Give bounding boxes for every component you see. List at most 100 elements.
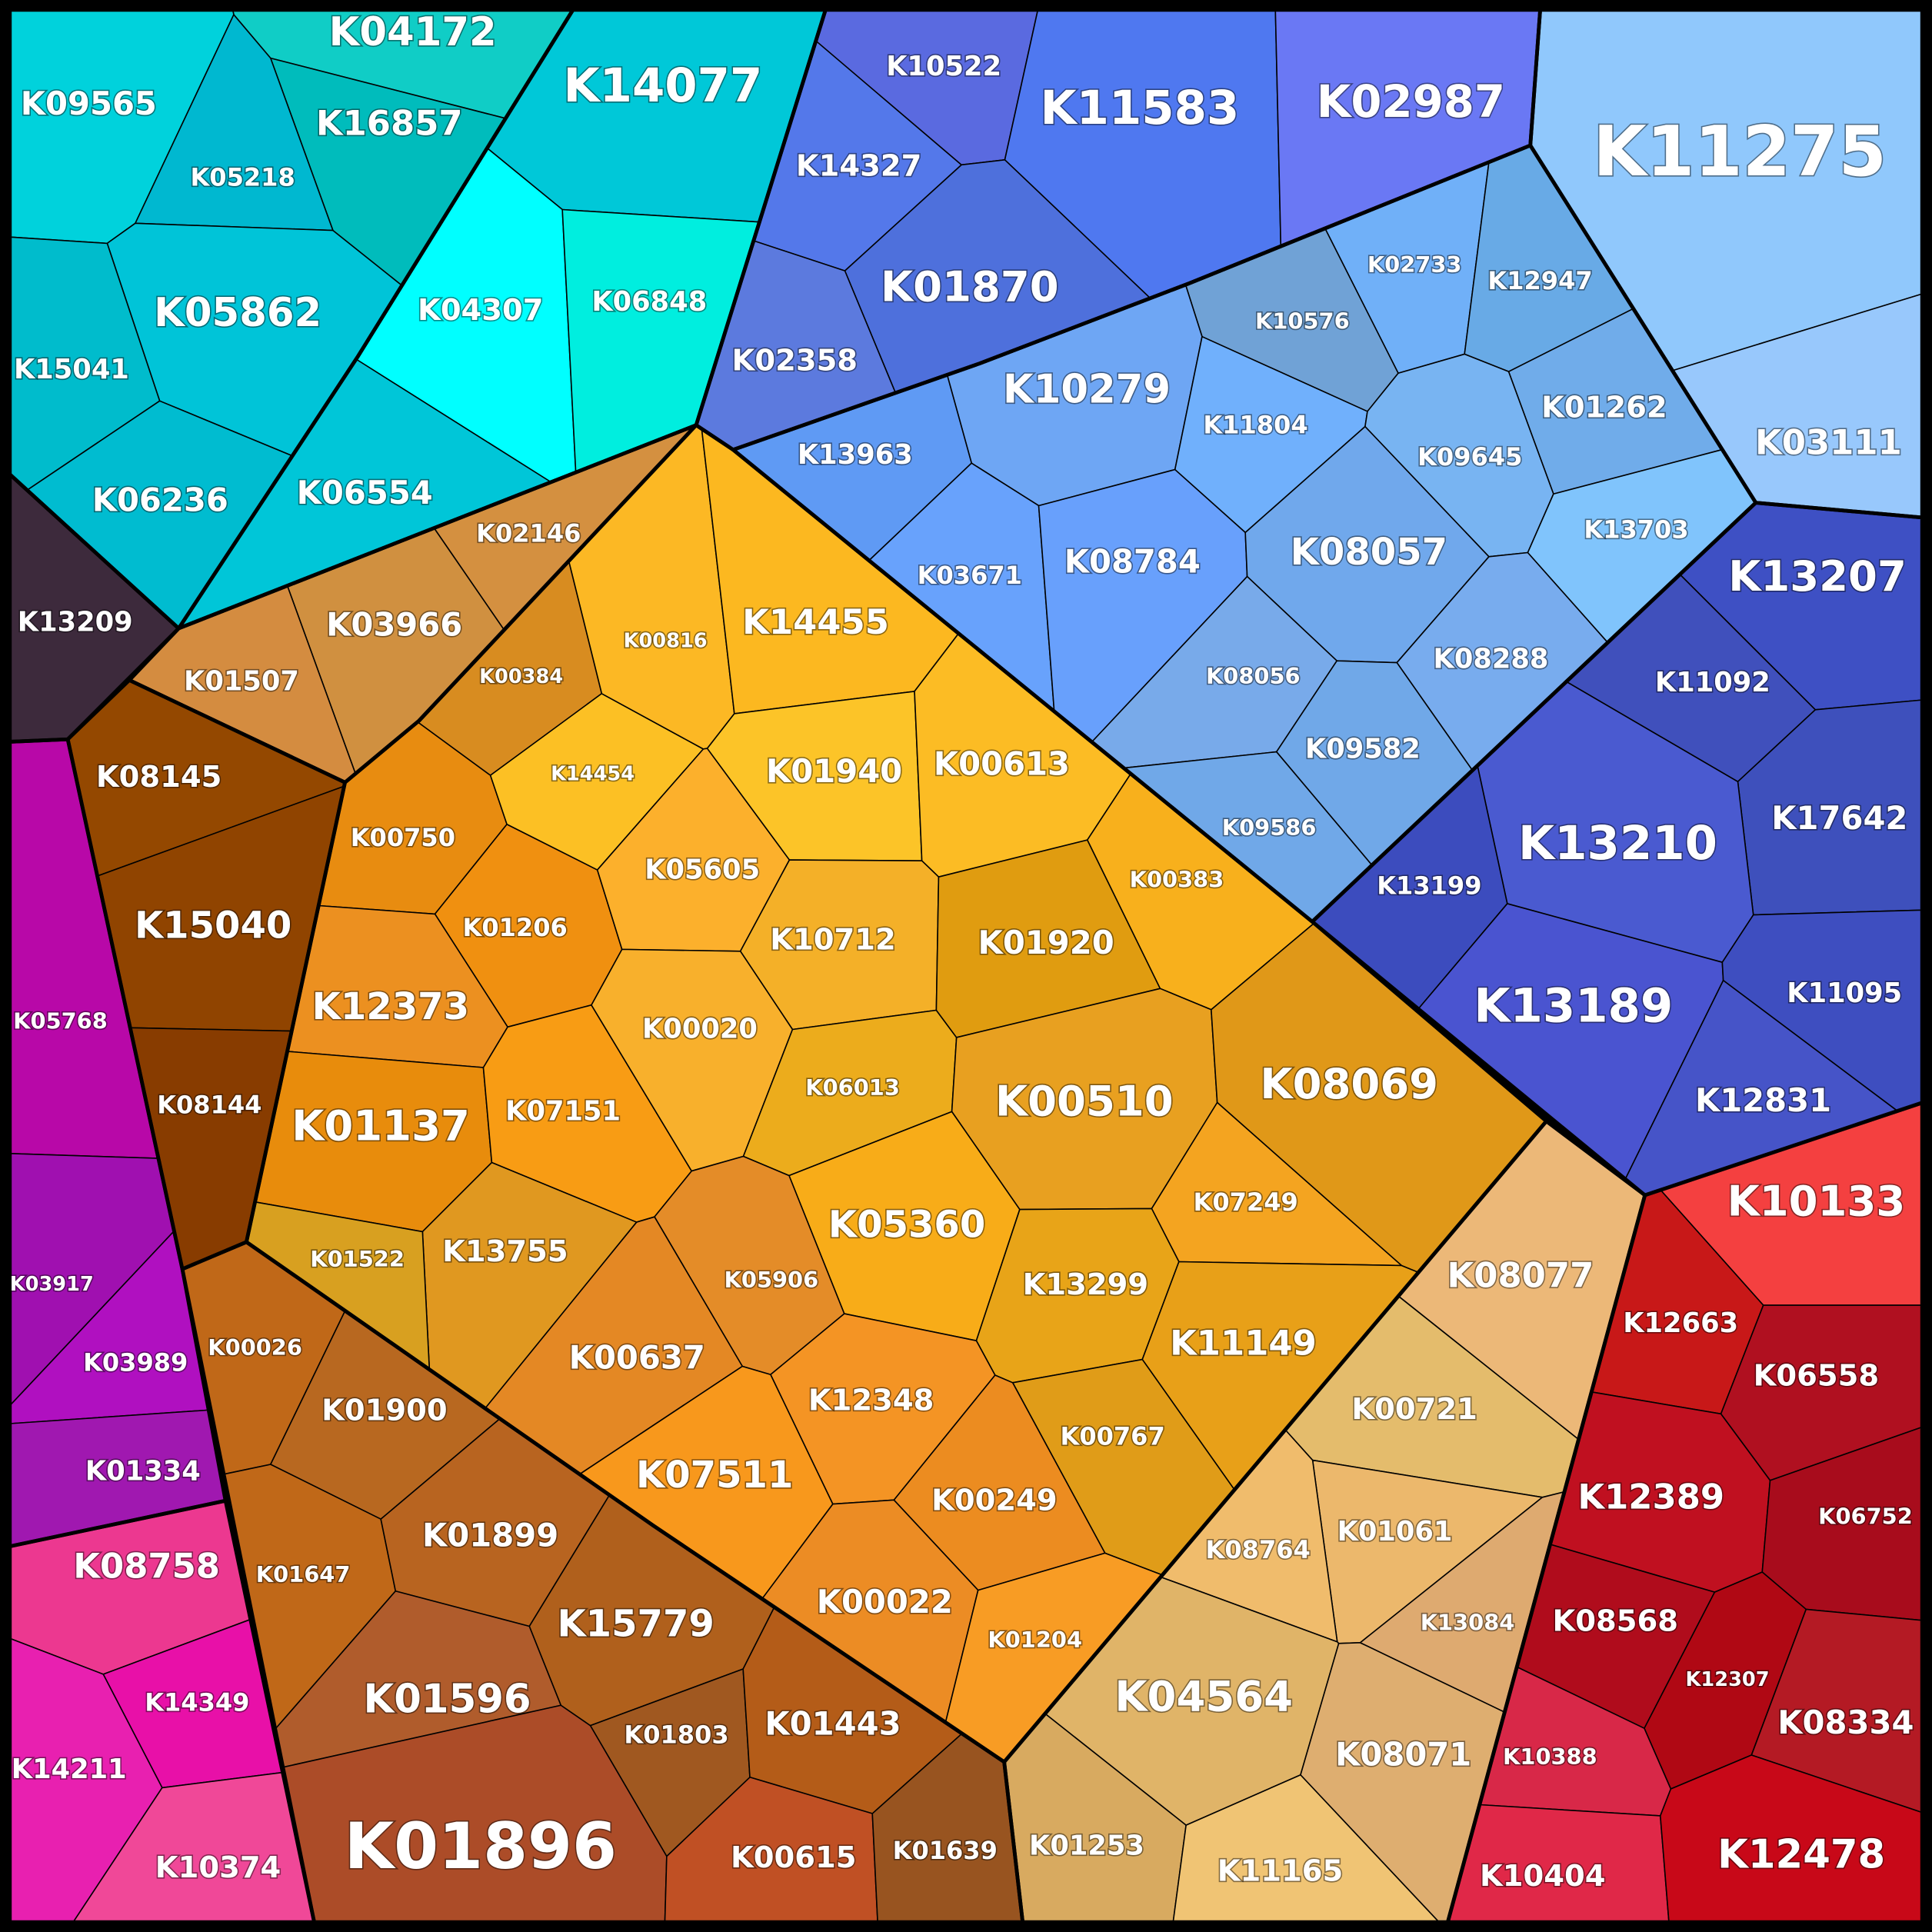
cell-label: K11092 bbox=[1655, 667, 1770, 698]
cell-label: K11149 bbox=[1170, 1322, 1317, 1363]
cell-label: K02987 bbox=[1317, 75, 1505, 128]
cell-label: K10404 bbox=[1480, 1859, 1606, 1894]
cell-label: K11165 bbox=[1217, 1854, 1344, 1889]
cell-label: K08758 bbox=[73, 1545, 220, 1586]
cell-label: K15041 bbox=[14, 354, 129, 385]
cell-label: K08069 bbox=[1260, 1059, 1438, 1108]
cell-label: K14327 bbox=[796, 148, 922, 183]
cell-label: K06558 bbox=[1754, 1359, 1880, 1394]
cell-label: K05862 bbox=[154, 290, 321, 336]
cell-label: K01262 bbox=[1541, 390, 1667, 425]
cell-label: K01204 bbox=[988, 1627, 1082, 1653]
cell-label: K01137 bbox=[291, 1101, 470, 1151]
cell-label: K08057 bbox=[1291, 531, 1447, 574]
cell-label: K08334 bbox=[1777, 1704, 1914, 1741]
cell-label: K00615 bbox=[731, 1840, 857, 1875]
cell-label: K08071 bbox=[1335, 1736, 1471, 1774]
cell-label: K12478 bbox=[1717, 1831, 1885, 1877]
cell-label: K10576 bbox=[1255, 308, 1350, 335]
cell-label: K12373 bbox=[312, 985, 469, 1028]
cell-label: K02358 bbox=[732, 344, 858, 378]
cell-label: K01940 bbox=[766, 752, 902, 790]
cell-label: K12663 bbox=[1623, 1307, 1738, 1339]
cell-label: K15040 bbox=[135, 904, 291, 947]
cell-label: K03111 bbox=[1755, 421, 1902, 462]
cell-label: K04307 bbox=[418, 293, 544, 328]
cell-label: K10388 bbox=[1503, 1744, 1597, 1770]
cell-label: K00022 bbox=[817, 1583, 953, 1621]
cell-label: K07249 bbox=[1194, 1188, 1298, 1217]
cell-label: K14455 bbox=[742, 601, 889, 642]
cell-label: K02146 bbox=[476, 518, 581, 548]
cell-label: K08764 bbox=[1206, 1535, 1311, 1564]
cell-label: K00750 bbox=[351, 823, 455, 852]
cell-label: K00721 bbox=[1351, 1392, 1477, 1427]
cell-label: K00249 bbox=[931, 1483, 1058, 1517]
cell-label: K06554 bbox=[297, 474, 433, 511]
cell-label: K08288 bbox=[1434, 644, 1549, 675]
cells bbox=[9, 9, 1923, 1923]
cell-label: K03966 bbox=[326, 605, 462, 643]
cell-label: K13199 bbox=[1377, 871, 1481, 900]
cell-label: K10374 bbox=[155, 1850, 281, 1885]
group-outline bbox=[127, 423, 698, 784]
cell-label: K03917 bbox=[10, 1273, 94, 1296]
cell-label: K13963 bbox=[798, 439, 913, 471]
cell-label: K12348 bbox=[808, 1384, 934, 1418]
cell-label: K00383 bbox=[1130, 866, 1224, 892]
cell-label: K01061 bbox=[1337, 1516, 1453, 1547]
cell-label: K10522 bbox=[886, 51, 1001, 82]
cell-label: K08077 bbox=[1447, 1254, 1594, 1295]
cell-label: K11804 bbox=[1203, 410, 1307, 439]
cell-label: K10279 bbox=[1003, 366, 1171, 412]
cell-label: K10712 bbox=[770, 922, 896, 957]
cell-label: K13210 bbox=[1518, 816, 1717, 871]
cell-label: K05906 bbox=[724, 1267, 819, 1293]
cell-label: K01899 bbox=[422, 1516, 558, 1554]
cell-label: K12947 bbox=[1487, 266, 1592, 295]
cell-label: K01253 bbox=[1029, 1830, 1144, 1861]
cell-label: K00020 bbox=[642, 1013, 758, 1044]
cell-label: K14077 bbox=[563, 58, 762, 113]
cell-label: K11095 bbox=[1787, 978, 1902, 1009]
cell-label: K03989 bbox=[83, 1347, 188, 1377]
cell-label: K09565 bbox=[21, 85, 157, 122]
cell-label: K14349 bbox=[145, 1688, 249, 1717]
cell-label: K00026 bbox=[208, 1334, 302, 1361]
cell-label: K03671 bbox=[918, 561, 1022, 590]
cell-label: K17642 bbox=[1771, 799, 1907, 837]
cell-label: K12307 bbox=[1686, 1668, 1770, 1691]
cell-label: K04172 bbox=[329, 9, 497, 55]
cell-label: K16857 bbox=[316, 102, 463, 143]
cell-label: K13189 bbox=[1474, 979, 1673, 1034]
cell-label: K01522 bbox=[310, 1246, 405, 1272]
labels: K04172 K09565 K16857 K05218 K05862 K15041 K062… bbox=[8, 8, 1915, 1894]
cell-label: K04564 bbox=[1114, 1671, 1293, 1720]
cell-label: K11275 bbox=[1593, 112, 1887, 192]
cell-label: K00510 bbox=[995, 1077, 1174, 1126]
cell-label: K15779 bbox=[557, 1603, 714, 1646]
cell-label: K00384 bbox=[479, 665, 563, 688]
cell-label: K01596 bbox=[364, 1676, 531, 1722]
cell-label: K13084 bbox=[1421, 1609, 1515, 1635]
cell-label: K01639 bbox=[893, 1836, 998, 1865]
cell-label: K12831 bbox=[1695, 1081, 1831, 1119]
cell-label: K01870 bbox=[881, 262, 1059, 311]
cell-label: K02733 bbox=[1367, 251, 1462, 278]
cell-label: K08784 bbox=[1064, 543, 1201, 581]
cell-label: K08145 bbox=[96, 760, 222, 794]
cell-label: K12389 bbox=[1577, 1477, 1724, 1517]
cell-label: K01443 bbox=[764, 1704, 901, 1742]
cell-label: K01900 bbox=[321, 1393, 448, 1427]
cell-label: K00637 bbox=[569, 1339, 705, 1377]
cell-label: K06236 bbox=[92, 481, 228, 519]
cell-label: K08056 bbox=[1206, 663, 1301, 689]
cell-label: K00613 bbox=[934, 744, 1070, 782]
cell-label: K09645 bbox=[1417, 442, 1522, 471]
cell-label: K14454 bbox=[551, 763, 635, 786]
cell-label: K01507 bbox=[184, 666, 299, 698]
cell-label: K01647 bbox=[256, 1561, 351, 1587]
